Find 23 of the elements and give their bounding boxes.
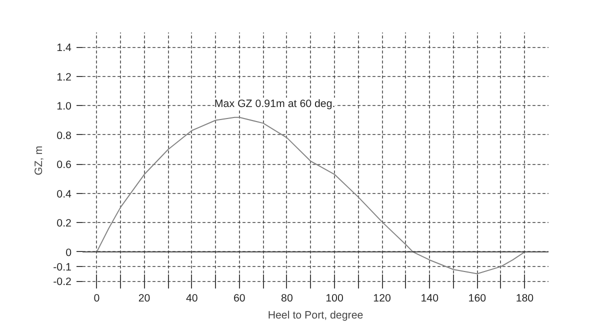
x-tick-label: 60	[233, 292, 246, 304]
x-tick-label: 140	[420, 292, 439, 304]
x-tick-label: 120	[373, 292, 392, 304]
x-tick-label: 0	[94, 292, 100, 304]
y-tick-label: 0.2	[56, 218, 72, 230]
y-tick-label: 1.2	[56, 71, 72, 84]
y-tick-label: -0.1	[53, 262, 72, 274]
y-tick-label: 1.0	[56, 100, 72, 113]
x-axis-title: Heel to Port, degree	[268, 310, 364, 322]
x-tick-label: 160	[468, 292, 486, 304]
x-tick-label: 20	[138, 292, 150, 304]
y-axis-title: GZ, m	[33, 146, 46, 176]
y-tick-label: 0	[66, 246, 72, 259]
y-tick-label: 0.6	[56, 159, 72, 172]
y-tick-label: 0.8	[56, 130, 72, 142]
x-tick-label: 100	[326, 292, 344, 304]
x-tick-label: 180	[516, 292, 534, 304]
y-tick-label: 1.4	[56, 42, 72, 54]
y-tick-label: 0.4	[56, 188, 72, 200]
annotation: Max GZ 0.91m at 60 deg.	[214, 98, 336, 110]
y-tick-label: -0.2	[53, 276, 72, 288]
x-tick-label: 80	[281, 292, 293, 304]
x-tick-label: 40	[186, 292, 198, 304]
